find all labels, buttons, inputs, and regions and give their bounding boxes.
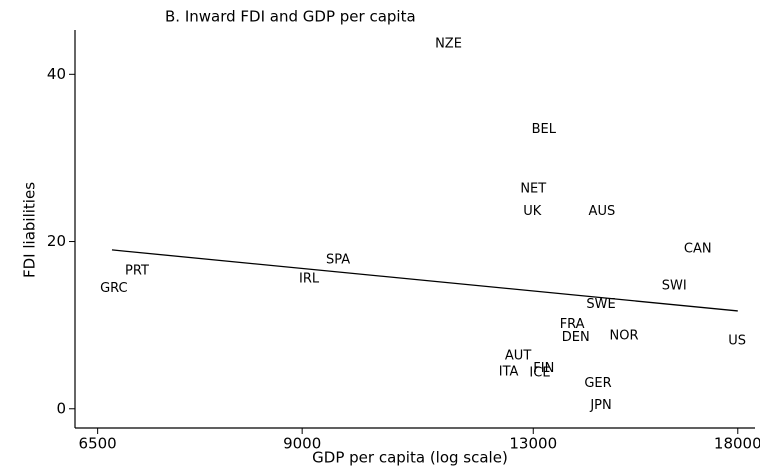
point-label: AUS	[589, 204, 616, 219]
y-axis-label: FDI liabilities	[21, 182, 39, 278]
point-label: GRC	[100, 281, 128, 296]
point-label: FIN	[533, 361, 554, 376]
point-label: AUT	[505, 349, 531, 364]
point-label: SWE	[586, 297, 615, 312]
point-label: NET	[520, 181, 546, 196]
x-tick-label: 6500	[79, 435, 117, 453]
point-label: ITA	[499, 364, 519, 379]
point-label: SWI	[662, 278, 687, 293]
point-label: IRL	[299, 272, 320, 287]
point-label: GER	[584, 376, 611, 391]
fit-line	[111, 249, 738, 312]
point-label: DEN	[562, 330, 590, 345]
point-label: FRA	[560, 317, 585, 332]
point-label: UK	[523, 204, 542, 219]
point-label: PRT	[125, 263, 149, 278]
y-tick-label: 20	[47, 232, 66, 250]
point-label: BEL	[532, 122, 557, 137]
chart-title: B. Inward FDI and GDP per capita	[165, 8, 416, 26]
x-tick-label: 9000	[283, 435, 321, 453]
point-label: US	[728, 334, 746, 349]
x-tick-label: 13000	[509, 435, 557, 453]
y-tick-label: 0	[56, 399, 66, 417]
point-label: CAN	[684, 242, 712, 257]
point-label: NOR	[610, 329, 639, 344]
x-axis-label: GDP per capita (log scale)	[312, 449, 508, 467]
point-label: JPN	[589, 398, 611, 413]
y-tick-label: 40	[47, 65, 66, 83]
x-tick-label: 18000	[714, 435, 760, 453]
point-label: ICE	[529, 365, 550, 380]
point-label: NZE	[435, 37, 462, 52]
point-label: SPA	[326, 252, 350, 267]
